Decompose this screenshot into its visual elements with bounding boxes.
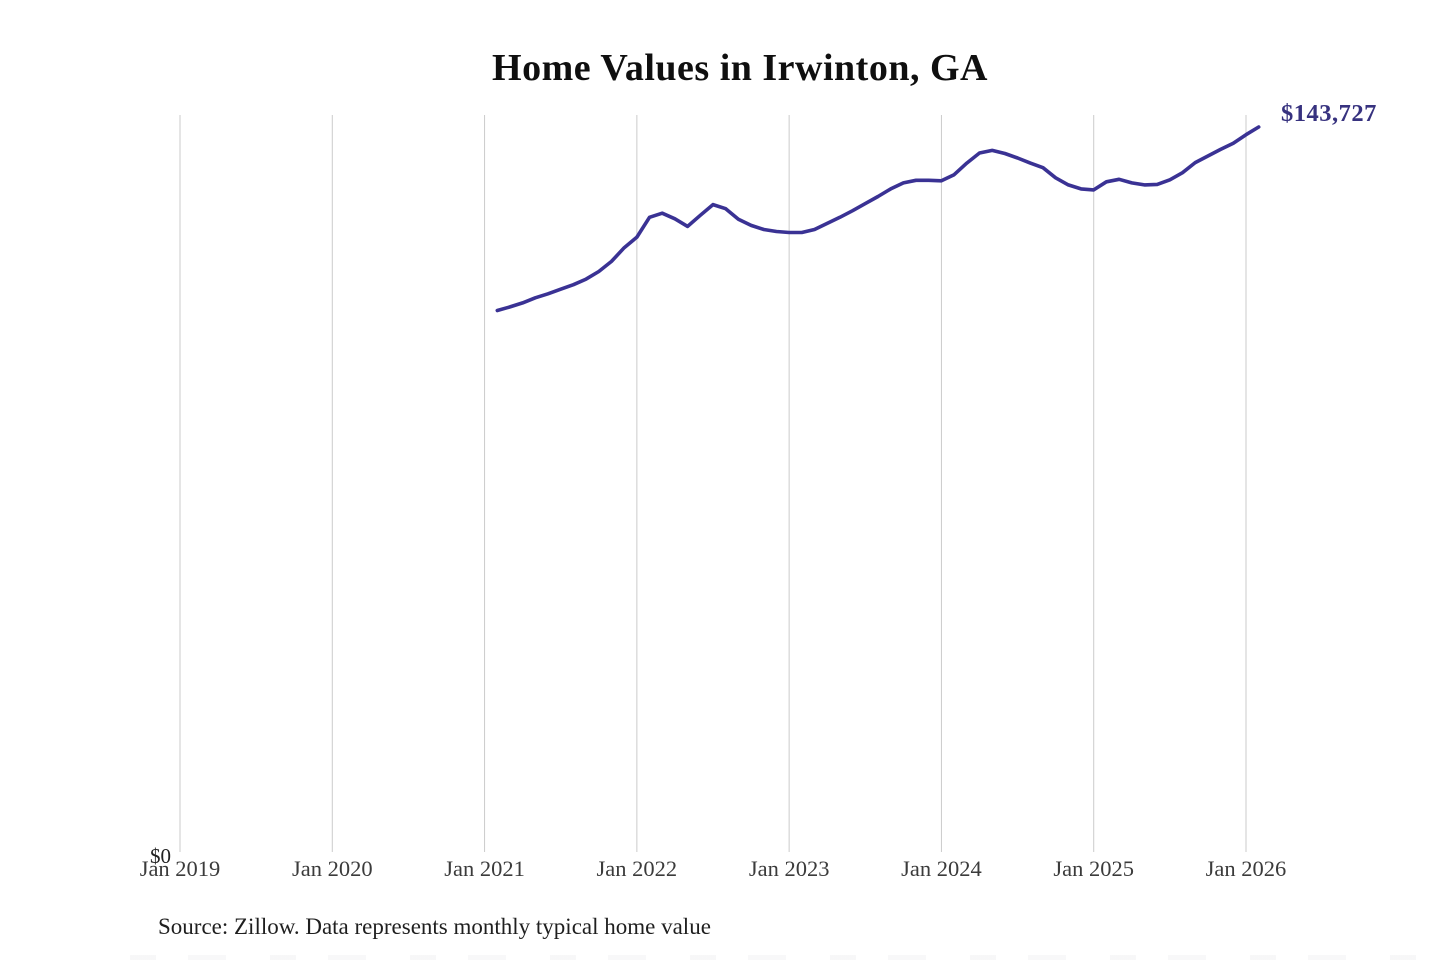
x-tick-label: Jan 2020	[291, 856, 373, 881]
x-tick-label: Jan 2023	[748, 856, 830, 881]
x-tick-label: Jan 2025	[1053, 856, 1135, 881]
latest-value-label: $143,727	[1281, 100, 1377, 127]
source-note: Source: Zillow. Data represents monthly …	[158, 914, 711, 939]
chart-title: Home Values in Irwinton, GA	[492, 47, 988, 89]
clipped-bottom-text-edge	[130, 955, 1420, 960]
x-tick-label: Jan 2026	[1205, 856, 1287, 881]
home-value-line	[495, 125, 1261, 313]
x-tick-label: Jan 2024	[901, 856, 982, 881]
gridlines-group	[179, 115, 1247, 852]
x-tick-label: Jan 2019	[139, 856, 221, 881]
x-tick-label: Jan 2022	[596, 856, 678, 881]
x-tick-label: Jan 2021	[444, 856, 525, 881]
y-axis-zero-label: $0	[150, 844, 171, 868]
